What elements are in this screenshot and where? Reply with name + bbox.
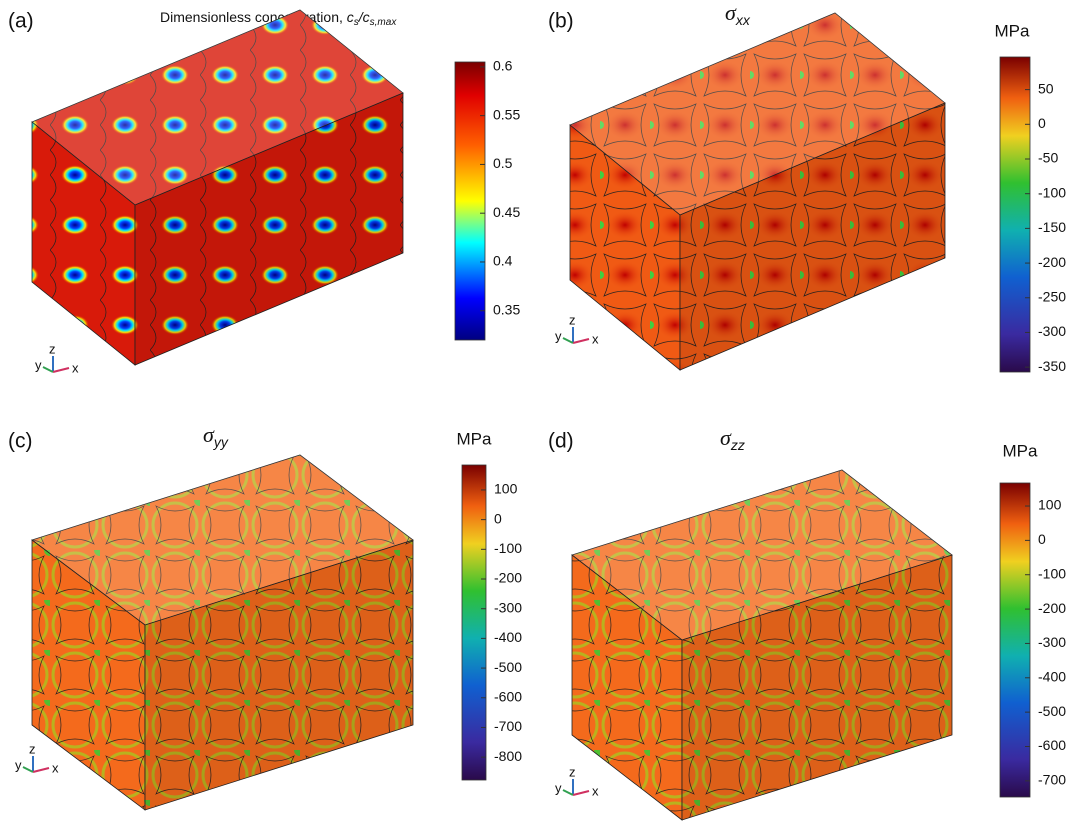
face-shade bbox=[32, 455, 413, 625]
panel-a: (a) Dimensionless concentration, cs/cs,m… bbox=[8, 9, 397, 33]
title-subscript: s bbox=[354, 17, 359, 28]
colorbar-tick-label: -100 bbox=[1038, 184, 1066, 200]
colorbar-tick-label: -350 bbox=[1038, 358, 1066, 374]
colorbar-unit: MPa bbox=[1003, 441, 1039, 460]
triad-label: y bbox=[555, 780, 562, 795]
title-subscript: s,max bbox=[370, 17, 398, 28]
triad-label: y bbox=[35, 357, 42, 372]
title-symbol: σ bbox=[720, 425, 732, 450]
colorbar-tick-label: -600 bbox=[1038, 737, 1066, 753]
triad-x bbox=[32, 767, 50, 773]
triad-y bbox=[22, 766, 34, 773]
colorbar-tick-label: 100 bbox=[494, 481, 518, 497]
title-symbol: σ bbox=[725, 0, 737, 25]
colorbar-tick-label: 0.35 bbox=[493, 301, 520, 317]
colorbar-tick-label: 0.6 bbox=[493, 58, 513, 74]
colorbar-tick-label: -600 bbox=[494, 688, 522, 704]
panel-title: σyy bbox=[203, 422, 229, 450]
colorbar-unit: MPa bbox=[457, 429, 493, 448]
colorbar-tick-label: -500 bbox=[1038, 703, 1066, 719]
colorbar-tick-label: -200 bbox=[1038, 600, 1066, 616]
title-symbol: /c bbox=[358, 9, 370, 25]
colorbar-tick-label: -400 bbox=[494, 629, 522, 645]
colorbar-tick-label: -300 bbox=[494, 599, 522, 615]
colorbar-tick-label: 0.5 bbox=[493, 155, 513, 171]
model-face bbox=[681, 554, 953, 821]
colorbar-tick-label: 0.4 bbox=[493, 253, 513, 269]
panel-label: (b) bbox=[548, 10, 574, 33]
colorbar bbox=[999, 56, 1031, 373]
colorbar-tick-label: -150 bbox=[1038, 219, 1066, 235]
colorbar bbox=[999, 482, 1031, 798]
face-shade bbox=[32, 10, 403, 205]
colorbar-tick-label: 50 bbox=[1038, 80, 1054, 96]
triad-label: z bbox=[569, 764, 576, 779]
triad-label: x bbox=[592, 783, 599, 798]
colorbar-tick-label: 0 bbox=[1038, 115, 1046, 131]
triad-y bbox=[562, 337, 574, 344]
panel-b: (b) σxx bbox=[548, 0, 751, 33]
face-shade bbox=[682, 555, 952, 820]
colorbar-tick-label: 0 bbox=[1038, 531, 1046, 547]
model-face bbox=[134, 92, 404, 366]
panel-d: (d) σzz bbox=[548, 425, 745, 453]
triad-x bbox=[572, 790, 590, 796]
colorbar-tick-label: -800 bbox=[494, 748, 522, 764]
colorbar-tick-label: 100 bbox=[1038, 497, 1062, 513]
colorbar-tick-label: 0.55 bbox=[493, 106, 520, 122]
triad-y bbox=[562, 789, 574, 796]
colorbar-tick-label: 0.45 bbox=[493, 204, 520, 220]
face-shade bbox=[145, 540, 413, 810]
panel-label: (a) bbox=[8, 10, 34, 33]
colorbar-tick-label: -300 bbox=[1038, 634, 1066, 650]
colorbar-tick-label: -300 bbox=[1038, 323, 1066, 339]
colorbar-tick-label: -100 bbox=[494, 540, 522, 556]
colorbar-tick-label: -250 bbox=[1038, 288, 1066, 304]
colorbar-tick-label: -500 bbox=[494, 659, 522, 675]
panel-c: (c) σyy bbox=[8, 422, 229, 453]
colorbar bbox=[461, 464, 487, 781]
face-shade bbox=[572, 470, 952, 640]
triad-label: y bbox=[15, 757, 22, 772]
triad-label: z bbox=[569, 312, 576, 327]
colorbar-tick-label: -700 bbox=[494, 718, 522, 734]
triad-label: x bbox=[72, 360, 79, 375]
colorbar-tick-label: -700 bbox=[1038, 772, 1066, 788]
panel-title: σzz bbox=[720, 425, 745, 453]
face-shade bbox=[680, 103, 945, 370]
title-symbol: c bbox=[347, 9, 354, 25]
title-subscript: xx bbox=[735, 12, 751, 28]
colorbar-tick-label: -200 bbox=[494, 570, 522, 586]
triad-label: x bbox=[52, 760, 59, 775]
face-shade bbox=[135, 93, 403, 365]
colorbar-tick-label: -400 bbox=[1038, 668, 1066, 684]
panel-title: σxx bbox=[725, 0, 751, 28]
title-symbol: σ bbox=[203, 422, 215, 447]
panel-label: (d) bbox=[548, 430, 574, 453]
title-subscript: yy bbox=[213, 434, 229, 450]
colorbar bbox=[454, 61, 486, 341]
colorbar-tick-label: -100 bbox=[1038, 565, 1066, 581]
colorbar-tick-label: -200 bbox=[1038, 254, 1066, 270]
colorbar-unit: MPa bbox=[995, 21, 1031, 40]
triad-label: z bbox=[29, 741, 36, 756]
triad-y bbox=[42, 366, 54, 373]
model-face bbox=[144, 539, 414, 811]
colorbar-tick-label: 0 bbox=[494, 510, 502, 526]
title-text: Dimensionless concentration, bbox=[160, 9, 347, 25]
triad-label: x bbox=[592, 331, 599, 346]
triad-x bbox=[572, 338, 590, 344]
face-shade bbox=[570, 13, 945, 215]
triad-label: z bbox=[49, 341, 56, 356]
model-face bbox=[679, 102, 946, 371]
triad-x bbox=[52, 367, 70, 373]
panel-label: (c) bbox=[8, 430, 33, 453]
triad-label: y bbox=[555, 328, 562, 343]
title-subscript: zz bbox=[730, 437, 745, 453]
colorbar-tick-label: -50 bbox=[1038, 150, 1058, 166]
